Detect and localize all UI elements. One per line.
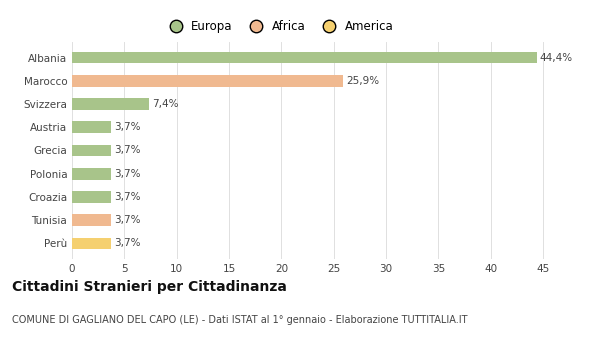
Legend: Europa, Africa, America: Europa, Africa, America xyxy=(160,15,398,38)
Bar xyxy=(72,75,343,87)
Bar xyxy=(72,145,111,156)
Text: 3,7%: 3,7% xyxy=(114,192,140,202)
Text: 7,4%: 7,4% xyxy=(152,99,179,109)
Text: 3,7%: 3,7% xyxy=(114,146,140,155)
Text: 44,4%: 44,4% xyxy=(540,52,573,63)
Bar xyxy=(72,98,149,110)
Text: 3,7%: 3,7% xyxy=(114,122,140,132)
Text: Cittadini Stranieri per Cittadinanza: Cittadini Stranieri per Cittadinanza xyxy=(12,280,287,294)
Text: 3,7%: 3,7% xyxy=(114,215,140,225)
Bar xyxy=(72,52,537,63)
Text: 3,7%: 3,7% xyxy=(114,169,140,179)
Bar xyxy=(72,121,111,133)
Text: COMUNE DI GAGLIANO DEL CAPO (LE) - Dati ISTAT al 1° gennaio - Elaborazione TUTTI: COMUNE DI GAGLIANO DEL CAPO (LE) - Dati … xyxy=(12,315,467,325)
Bar xyxy=(72,191,111,203)
Bar xyxy=(72,214,111,226)
Text: 3,7%: 3,7% xyxy=(114,238,140,248)
Bar xyxy=(72,238,111,249)
Bar xyxy=(72,168,111,180)
Text: 25,9%: 25,9% xyxy=(346,76,379,86)
